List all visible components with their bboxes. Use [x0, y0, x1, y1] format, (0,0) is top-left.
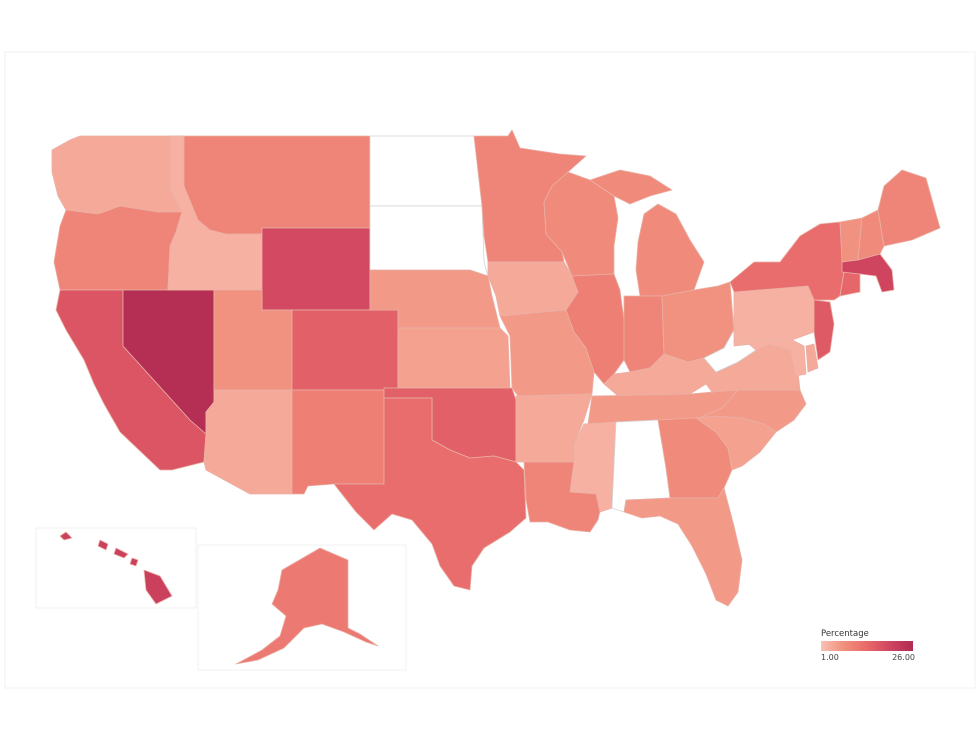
state-pa[interactable] — [733, 285, 819, 347]
state-nh[interactable] — [857, 209, 885, 261]
state-or[interactable] — [53, 205, 183, 291]
state-ks[interactable] — [397, 327, 511, 389]
state-de[interactable] — [805, 343, 819, 373]
state-sd[interactable] — [369, 205, 489, 277]
state-mt[interactable] — [183, 135, 371, 235]
legend-labels: 1.00 26.00 — [821, 653, 915, 662]
state-wi[interactable] — [543, 171, 619, 277]
state-nj[interactable] — [813, 299, 835, 361]
state-wy[interactable] — [261, 227, 371, 311]
map-frame — [4, 51, 976, 689]
state-hi[interactable] — [59, 531, 173, 605]
legend-min-label: 1.00 — [821, 653, 839, 662]
state-az[interactable] — [203, 389, 293, 495]
state-co[interactable] — [291, 309, 399, 391]
legend-title: Percentage — [821, 629, 869, 639]
state-nc[interactable] — [699, 389, 807, 433]
alaska-inset-frame — [197, 544, 407, 671]
state-me[interactable] — [877, 169, 941, 247]
legend-max-label: 26.00 — [892, 653, 915, 662]
state-ak[interactable] — [235, 547, 379, 665]
state-fl[interactable] — [623, 487, 743, 607]
state-ia[interactable] — [487, 261, 579, 317]
state-nm[interactable] — [291, 389, 385, 495]
state-wa[interactable] — [51, 135, 185, 215]
hawaii-inset-frame — [35, 527, 197, 609]
state-md[interactable] — [743, 339, 807, 377]
state-nd[interactable] — [369, 135, 483, 207]
legend-color-bar — [821, 641, 913, 651]
state-tx[interactable] — [333, 397, 527, 591]
color-legend: Percentage 1.00 26.00 — [821, 629, 915, 662]
state-ct[interactable] — [839, 271, 861, 297]
